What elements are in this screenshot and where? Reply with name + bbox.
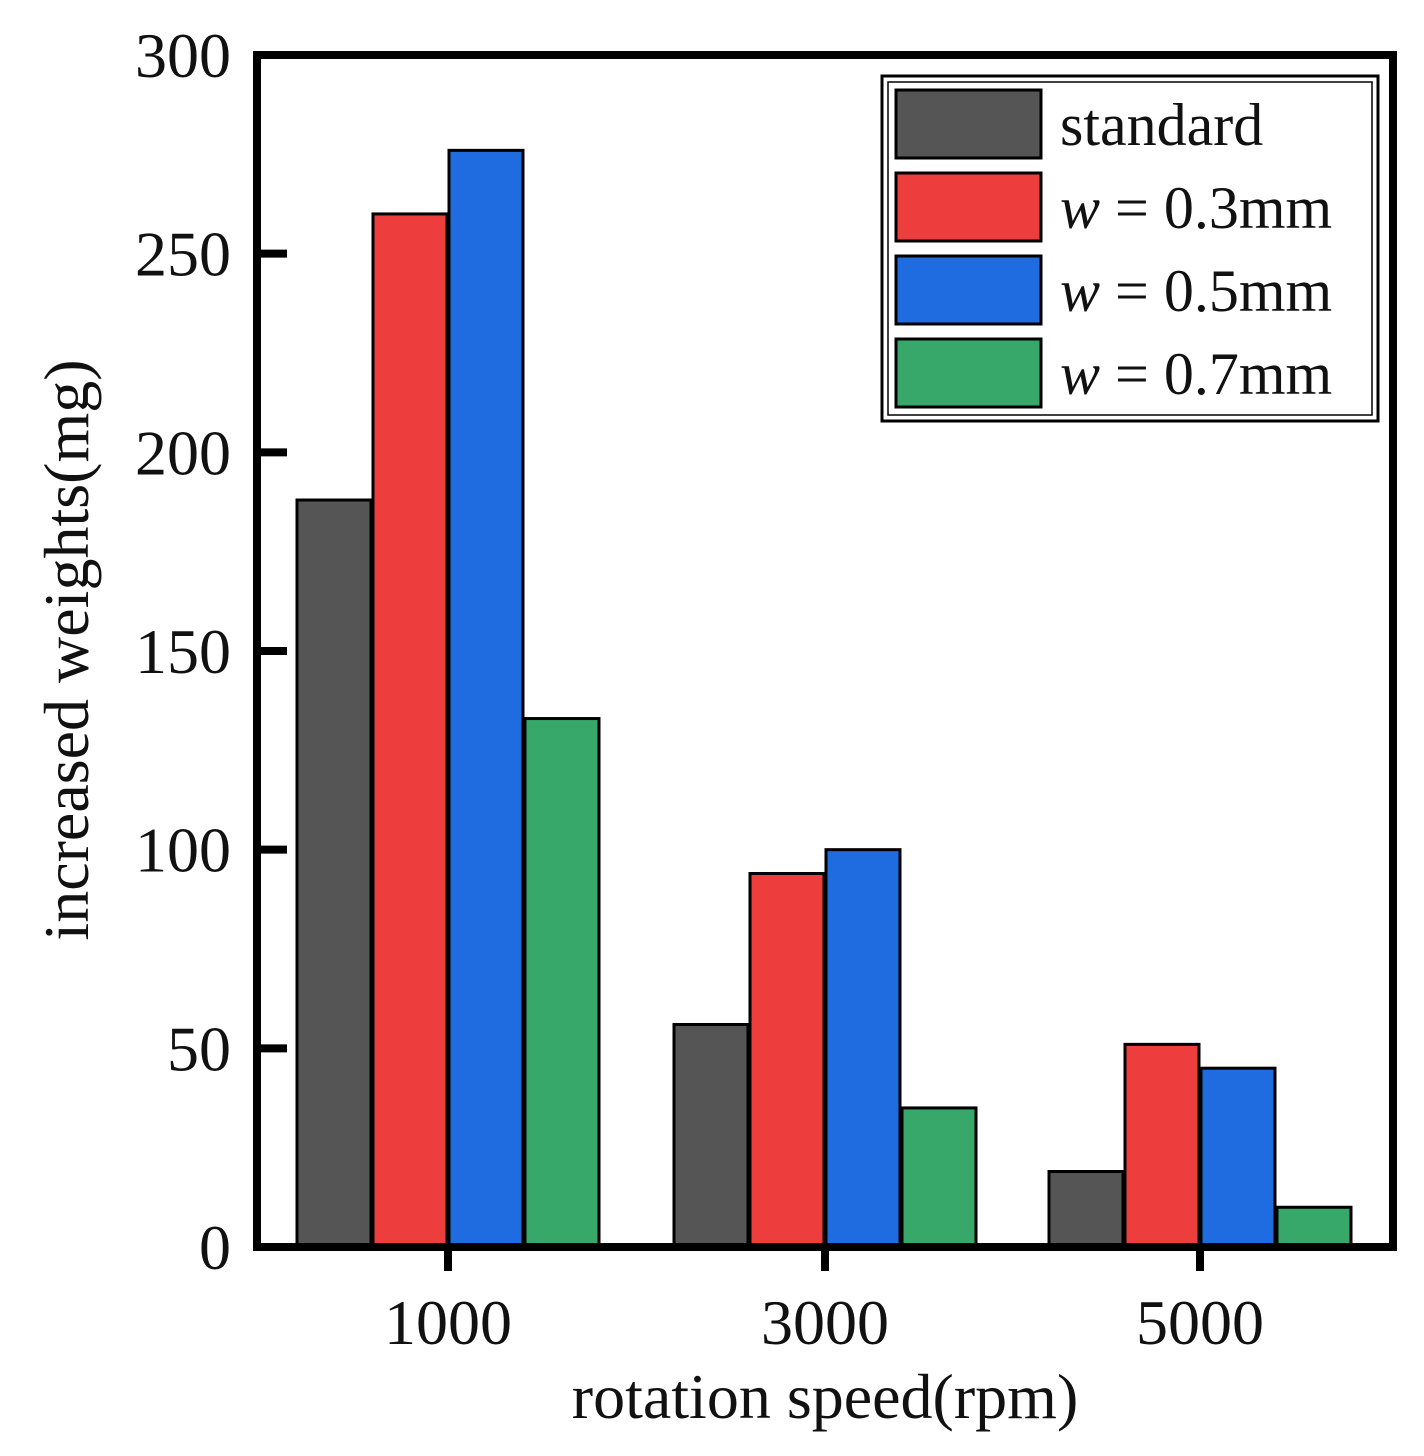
bar-3000-w-0-5mm [824,848,902,1249]
y-tick-label-50: 50 [167,1013,231,1084]
legend-label-3: w = 0.7mm [1060,341,1332,407]
bar-5000-w-0-5mm [1199,1066,1277,1249]
legend-label-0: standard [1060,92,1263,158]
bar-1000-w-0-7mm [523,717,601,1249]
legend-swatch-0 [894,88,1043,160]
bars-layer [295,148,1353,1249]
y-axis-label: increased weights(mg) [31,359,102,940]
legend-swatch-1 [894,171,1043,243]
y-tick-label-200: 200 [135,417,231,488]
y-tick-label-150: 150 [135,616,231,687]
bar-5000-w-0-7mm [1275,1205,1353,1249]
legend-swatch-3 [894,337,1043,409]
legend-swatch-2 [894,254,1043,326]
bar-5000-w-0-3mm [1123,1042,1201,1249]
y-tick-label-0: 0 [199,1212,231,1283]
axes-layer: 0 50 100 150 200 250 300 1000 3000 5000 [135,20,1397,1358]
bar-3000-standard [672,1022,750,1249]
bar-3000-w-0-7mm [900,1106,978,1249]
x-axis-label: rotation speed(rpm) [572,1361,1079,1432]
x-tick-label-5000: 5000 [1136,1287,1264,1358]
bar-1000-w-0-5mm [447,148,525,1249]
y-tick-label-250: 250 [135,219,231,290]
x-tick-label-3000: 3000 [761,1287,889,1358]
y-tick-label-100: 100 [135,815,231,886]
bar-1000-standard [295,498,373,1249]
legend-inner-frame [887,81,1373,416]
bar-5000-standard [1047,1170,1125,1249]
legend: standard w = 0.3mm w = 0.5mm w = 0.7mm [880,74,1380,423]
bar-1000-w-0-3mm [371,212,449,1249]
bar-3000-w-0-3mm [748,872,826,1249]
x-tick-label-1000: 1000 [384,1287,512,1358]
legend-label-2: w = 0.5mm [1060,258,1332,324]
legend-label-1: w = 0.3mm [1060,175,1332,241]
y-tick-label-300: 300 [135,20,231,91]
